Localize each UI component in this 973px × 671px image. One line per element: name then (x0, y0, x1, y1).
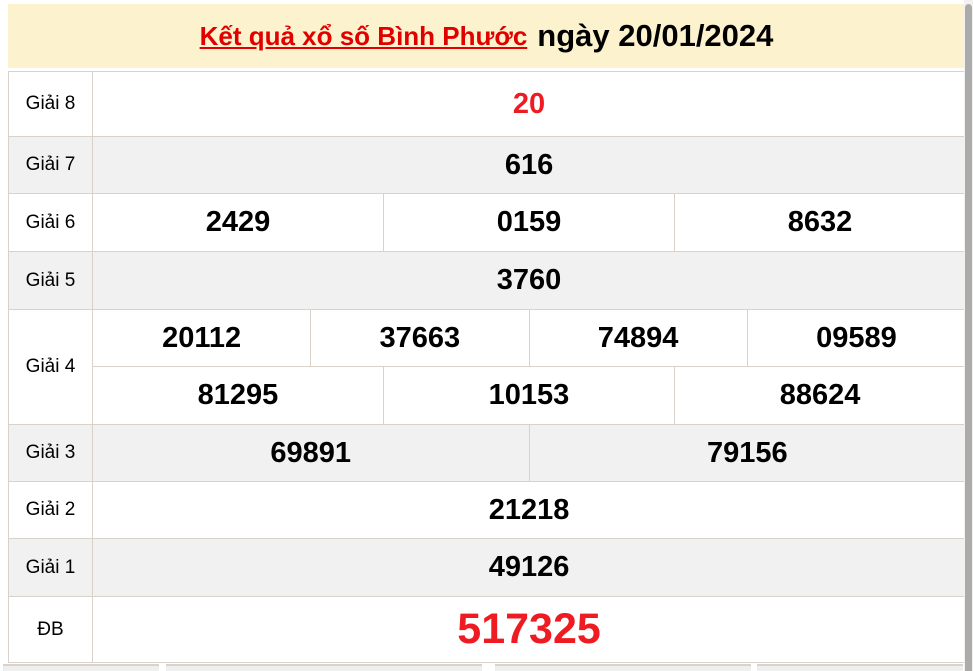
row-giai-8: Giải 8 20 (8, 71, 967, 137)
prize-value: 2429 (92, 193, 384, 252)
next-table-sliver (757, 664, 963, 671)
prize-value: 81295 (92, 366, 384, 425)
prize-value: 74894 (528, 309, 748, 367)
prize-value: 20112 (91, 309, 312, 367)
prize-label: Giải 8 (8, 71, 93, 137)
results-table: Giải 8 20 Giải 7 616 Giải 6 2429 0159 86… (8, 71, 967, 663)
draw-date: ngày 20/01/2024 (537, 18, 774, 53)
prize-label: Giải 2 (8, 481, 93, 539)
next-table-sliver (495, 664, 751, 671)
prize-value: 79156 (528, 424, 967, 482)
vertical-scrollbar (964, 0, 973, 671)
prize-value: 3760 (91, 251, 967, 310)
prize-value: 8632 (673, 193, 967, 252)
prize-label: Giải 3 (8, 424, 93, 482)
prize-value: 37663 (310, 309, 530, 367)
row-giai-4-a: Giải 4 20112 37663 74894 09589 (8, 309, 967, 425)
prize-label: Giải 7 (8, 136, 93, 194)
prize-label: Giải 5 (8, 251, 93, 310)
prize-label: ĐB (8, 596, 93, 663)
prize-value: 69891 (92, 424, 530, 482)
page-header: Kết quả xổ số Bình Phước ngày 20/01/2024 (8, 4, 965, 68)
prize-label: Giải 4 (8, 309, 93, 425)
prize-value: 616 (91, 136, 967, 194)
next-table-sliver (166, 664, 482, 671)
prize-value: 517325 (91, 596, 967, 663)
row-giai-3: Giải 3 69891 79156 (8, 424, 967, 482)
prize-value: 49126 (91, 538, 967, 597)
row-db: ĐB 517325 (8, 596, 967, 663)
row-giai-2: Giải 2 21218 (8, 481, 967, 539)
prize-value: 09589 (746, 309, 967, 367)
prize-value: 20 (91, 71, 967, 137)
row-giai-7: Giải 7 616 (8, 136, 967, 194)
scrollbar-thumb[interactable] (965, 4, 972, 671)
prize-value: 0159 (383, 193, 675, 252)
row-giai-5: Giải 5 3760 (8, 251, 967, 310)
prize-value: 88624 (673, 366, 967, 425)
row-giai-1: Giải 1 49126 (8, 538, 967, 597)
next-table-sliver (3, 664, 159, 671)
prize-label: Giải 1 (8, 538, 93, 597)
row-giai-4-b: 81295 10153 88624 (9, 366, 967, 425)
prize-value: 10153 (383, 366, 675, 425)
row-giai-6: Giải 6 2429 0159 8632 (8, 193, 967, 252)
lottery-title-link[interactable]: Kết quả xổ số Bình Phước (199, 20, 528, 51)
prize-label: Giải 6 (8, 193, 93, 252)
prize-value: 21218 (91, 481, 967, 539)
